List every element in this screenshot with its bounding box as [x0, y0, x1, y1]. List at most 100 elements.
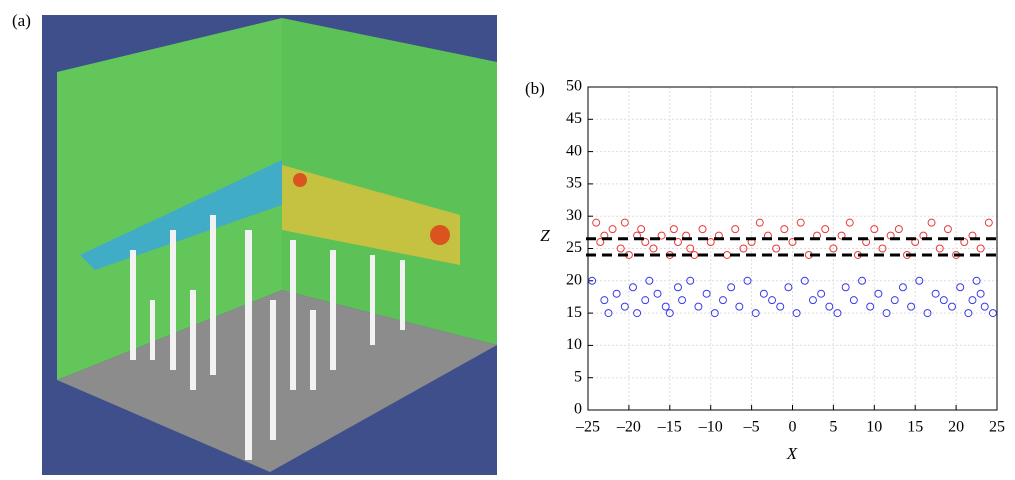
point — [972, 276, 981, 285]
x-tick-label: –5 — [743, 419, 760, 436]
x-tick-label: –25 — [575, 419, 600, 436]
point — [694, 302, 703, 311]
x-tick-label: 0 — [789, 419, 797, 436]
hot-spot — [430, 225, 450, 245]
point — [976, 244, 985, 253]
x-tick-label: 20 — [948, 419, 964, 436]
point — [751, 309, 760, 318]
point — [976, 289, 985, 298]
point — [784, 283, 793, 292]
point — [718, 296, 727, 305]
point — [612, 289, 621, 298]
point — [735, 302, 744, 311]
point — [837, 231, 846, 240]
flow-slice — [282, 165, 460, 265]
point — [943, 225, 952, 234]
point — [759, 289, 768, 298]
point — [739, 244, 748, 253]
point — [686, 244, 695, 253]
point — [633, 309, 642, 318]
point — [653, 289, 662, 298]
point — [743, 276, 752, 285]
point — [620, 302, 629, 311]
y-tick-label: 25 — [566, 239, 582, 256]
point — [980, 302, 989, 311]
hot-spot — [293, 173, 307, 187]
point — [939, 296, 948, 305]
point — [641, 296, 650, 305]
y-tick-label: 30 — [566, 207, 582, 224]
point — [825, 302, 834, 311]
point — [641, 238, 650, 247]
y-tick-label: 15 — [566, 304, 582, 321]
point — [710, 309, 719, 318]
floor — [57, 290, 497, 472]
point — [915, 276, 924, 285]
point — [776, 302, 785, 311]
point — [829, 244, 838, 253]
point — [649, 244, 658, 253]
x-tick-label: 25 — [989, 419, 1005, 436]
point — [702, 289, 711, 298]
point — [620, 218, 629, 227]
render-panel — [42, 15, 497, 475]
panel-label: (a) — [12, 11, 31, 30]
plot-frame — [587, 86, 998, 411]
x-tick-label: –15 — [657, 419, 682, 436]
point — [628, 283, 637, 292]
point — [604, 309, 613, 318]
flow-slice — [80, 160, 282, 270]
point — [592, 218, 601, 227]
point — [931, 289, 940, 298]
y-tick-label: 0 — [574, 401, 582, 418]
point — [673, 283, 682, 292]
y-tick-label: 5 — [574, 368, 582, 385]
point — [821, 225, 830, 234]
point — [637, 225, 646, 234]
point — [935, 244, 944, 253]
point — [870, 225, 879, 234]
y-axis-label: Z — [540, 226, 550, 245]
point — [788, 238, 797, 247]
point — [845, 218, 854, 227]
y-tick-label: 20 — [566, 271, 582, 288]
point — [808, 296, 817, 305]
y-tick-label: 45 — [566, 110, 582, 127]
point — [964, 309, 973, 318]
point — [948, 302, 957, 311]
point — [817, 289, 826, 298]
point — [755, 218, 764, 227]
point — [657, 231, 666, 240]
point — [833, 309, 842, 318]
point — [956, 283, 965, 292]
point — [673, 238, 682, 247]
point — [661, 302, 670, 311]
point — [608, 225, 617, 234]
point — [849, 296, 858, 305]
x-tick-label: –20 — [616, 419, 641, 436]
point — [772, 244, 781, 253]
point — [780, 225, 789, 234]
point — [874, 289, 883, 298]
point — [988, 309, 997, 318]
y-tick-label: 35 — [566, 175, 582, 192]
point — [731, 225, 740, 234]
point — [596, 238, 605, 247]
point — [968, 296, 977, 305]
point — [923, 309, 932, 318]
point — [878, 244, 887, 253]
x-tick-label: 10 — [866, 419, 882, 436]
point — [800, 276, 809, 285]
point — [898, 283, 907, 292]
x-tick-label: 5 — [829, 419, 837, 436]
point — [706, 238, 715, 247]
point — [960, 238, 969, 247]
x-tick-label: –10 — [698, 419, 723, 436]
point — [669, 225, 678, 234]
point — [890, 296, 899, 305]
point — [841, 283, 850, 292]
point — [894, 225, 903, 234]
left-wall — [57, 18, 282, 380]
